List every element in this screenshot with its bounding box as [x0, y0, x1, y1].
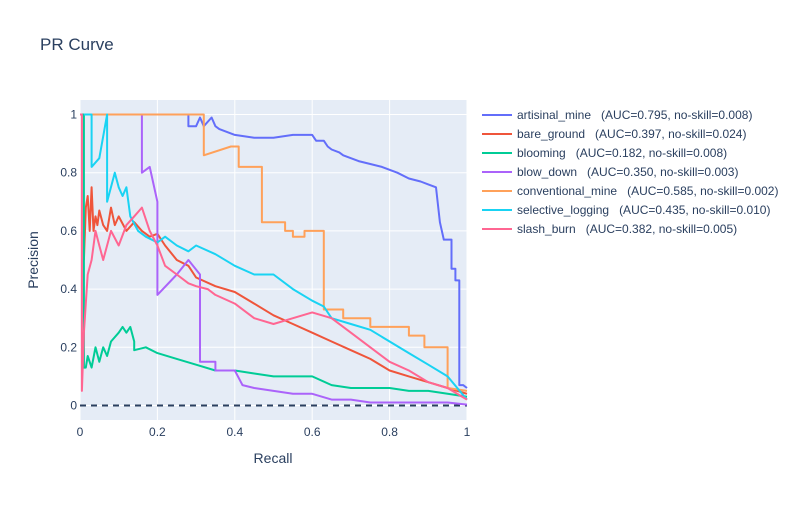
- y-axis-ticks: 0 0.2 0.4 0.6 0.8 1: [60, 108, 77, 413]
- plot-area: [80, 100, 467, 420]
- x-tick-label-0: 0: [77, 425, 84, 439]
- series-line-selective_logging: [83, 113, 468, 401]
- x-axis-ticks: 0 0.2 0.4 0.6 0.8 1: [77, 425, 471, 439]
- x-tick-label-2: 0.4: [226, 425, 243, 439]
- x-axis-label: Recall: [254, 450, 293, 466]
- x-tick-label-1: 0.2: [149, 425, 166, 439]
- legend-label-conventional_mine: conventional_mine (AUC=0.585, no-skill=0…: [517, 184, 778, 198]
- legend-label-selective_logging: selective_logging (AUC=0.435, no-skill=0…: [517, 203, 770, 217]
- legend-item-conventional_mine[interactable]: conventional_mine (AUC=0.585, no-skill=0…: [482, 184, 778, 198]
- legend[interactable]: artisinal_mine (AUC=0.795, no-skill=0.00…: [482, 108, 778, 236]
- y-tick-label-1: 0.2: [60, 340, 77, 354]
- series-line-conventional_mine: [91, 113, 468, 392]
- x-tick-label-5: 1: [464, 425, 471, 439]
- y-tick-label-0: 0: [70, 398, 77, 412]
- series-line-blow_down: [140, 114, 468, 406]
- y-tick-label-2: 0.4: [60, 282, 77, 296]
- x-tick-label-4: 0.8: [381, 425, 398, 439]
- legend-item-artisinal_mine[interactable]: artisinal_mine (AUC=0.795, no-skill=0.00…: [482, 108, 752, 122]
- chart-title: PR Curve: [40, 35, 114, 54]
- y-axis-label: Precision: [25, 231, 41, 289]
- legend-label-bare_ground: bare_ground (AUC=0.397, no-skill=0.024): [517, 127, 746, 141]
- y-tick-label-3: 0.6: [60, 224, 77, 238]
- legend-label-slash_burn: slash_burn (AUC=0.382, no-skill=0.005): [517, 222, 737, 236]
- series-lines: [80, 113, 468, 406]
- legend-item-blooming[interactable]: blooming (AUC=0.182, no-skill=0.008): [482, 146, 727, 160]
- legend-label-artisinal_mine: artisinal_mine (AUC=0.795, no-skill=0.00…: [517, 108, 752, 122]
- legend-label-blooming: blooming (AUC=0.182, no-skill=0.008): [517, 146, 727, 160]
- legend-item-slash_burn[interactable]: slash_burn (AUC=0.382, no-skill=0.005): [482, 222, 737, 236]
- series-line-artisinal_mine: [184, 113, 468, 389]
- legend-item-blow_down[interactable]: blow_down (AUC=0.350, no-skill=0.003): [482, 165, 738, 179]
- legend-item-bare_ground[interactable]: bare_ground (AUC=0.397, no-skill=0.024): [482, 127, 746, 141]
- x-tick-label-3: 0.6: [304, 425, 321, 439]
- series-line-blooming: [81, 113, 468, 398]
- series-line-slash_burn: [80, 113, 468, 401]
- y-tick-label-4: 0.8: [60, 166, 77, 180]
- y-tick-label-5: 1: [70, 108, 77, 122]
- legend-label-blow_down: blow_down (AUC=0.350, no-skill=0.003): [517, 165, 738, 179]
- legend-item-selective_logging[interactable]: selective_logging (AUC=0.435, no-skill=0…: [482, 203, 770, 217]
